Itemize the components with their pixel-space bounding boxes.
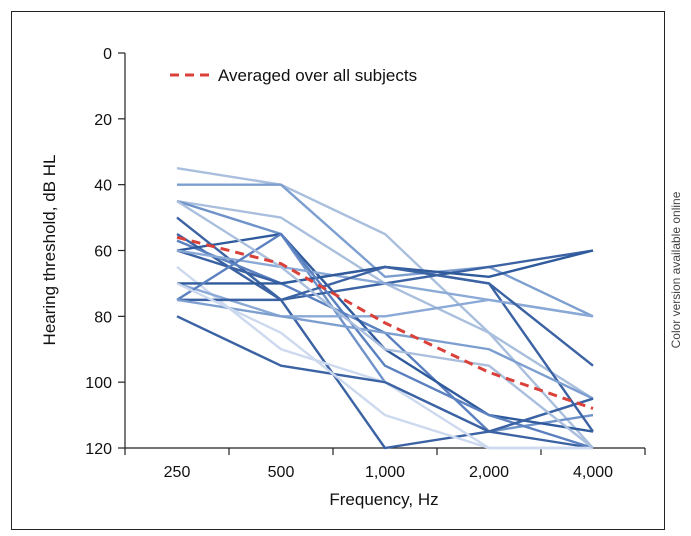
subject-line-16 <box>176 298 594 400</box>
y-tick-label: 40 <box>94 178 112 195</box>
axes: 0 20 40 60 80 100 120 250 500 1,000 2,000 4,000 <box>85 46 646 481</box>
subject-line-18 <box>176 282 593 450</box>
y-tick-label: 20 <box>94 112 112 129</box>
y-tick-label: 100 <box>85 375 112 392</box>
x-tick-label: 4,000 <box>573 464 613 481</box>
x-axis-label: Frequency, Hz <box>329 490 438 509</box>
subject-line-17 <box>176 315 594 433</box>
average-line <box>176 235 594 410</box>
x-tick-label: 250 <box>164 464 191 481</box>
y-tick-label: 60 <box>94 244 112 261</box>
x-tick-label: 1,000 <box>365 464 405 481</box>
y-tick-label: 0 <box>103 46 112 63</box>
subject-line-6 <box>176 233 594 450</box>
subject-line-2 <box>177 183 594 318</box>
y-tick-label: 80 <box>94 309 112 326</box>
subject-line-14 <box>177 265 594 367</box>
subject-line-12 <box>176 282 594 318</box>
legend-label: Averaged over all subjects <box>218 66 417 85</box>
legend: Averaged over all subjects <box>170 66 417 85</box>
subject-line-1 <box>176 167 594 449</box>
y-axis-label: Hearing threshold, dB HL <box>40 155 59 346</box>
average-line-group <box>176 235 594 410</box>
subject-line-19 <box>176 200 594 449</box>
subject-line-15 <box>176 232 594 450</box>
subject-lines <box>176 167 594 450</box>
figure-frame <box>11 11 665 530</box>
x-tick-label: 2,000 <box>469 464 509 481</box>
y-tick-label: 120 <box>85 441 112 458</box>
x-tick-label: 500 <box>268 464 295 481</box>
